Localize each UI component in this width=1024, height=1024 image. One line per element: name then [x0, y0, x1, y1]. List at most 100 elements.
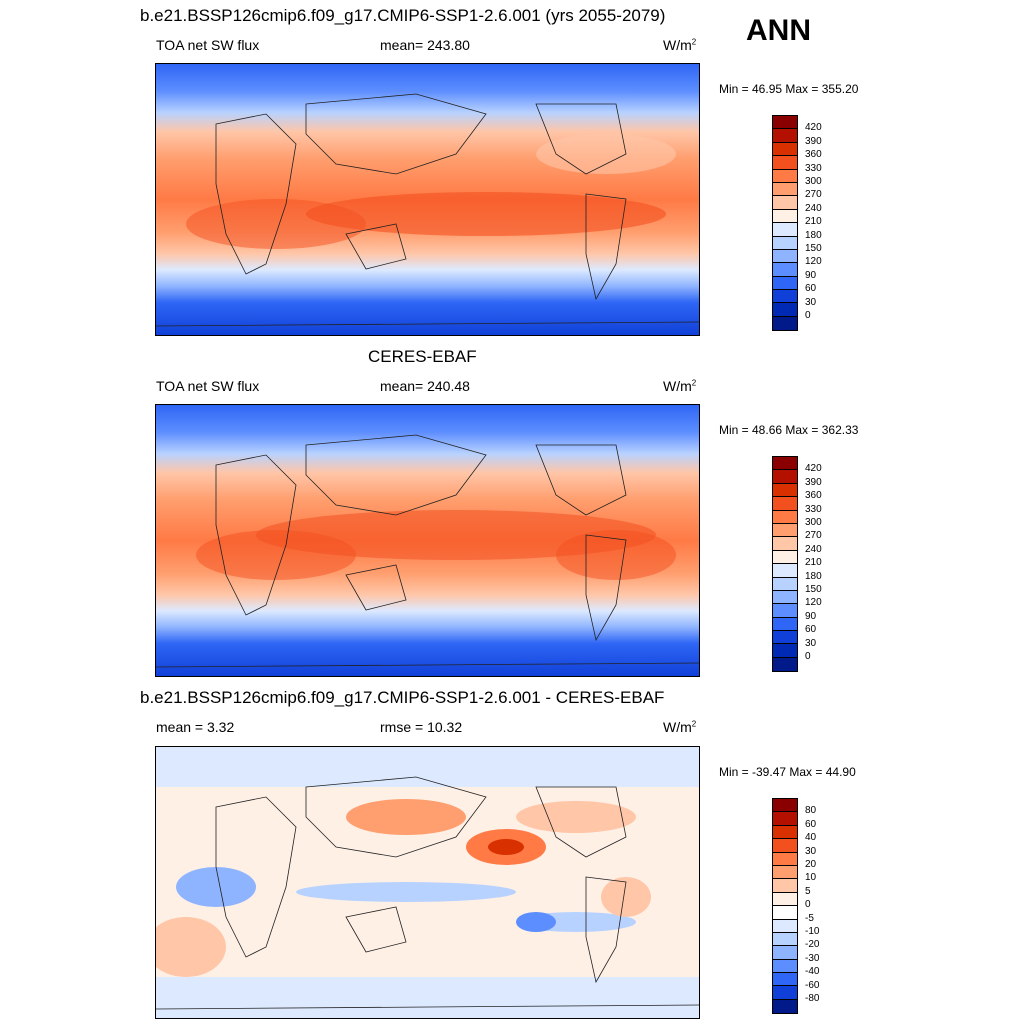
panel3-minmax: Min = -39.47 Max = 44.90	[719, 765, 856, 779]
colorbar-box	[773, 263, 797, 277]
panel2-colorbar-boxes	[772, 456, 798, 673]
colorbar-tick-label: 60	[805, 624, 817, 636]
colorbar-box	[773, 644, 797, 658]
colorbar-box	[773, 973, 797, 987]
colorbar-tick-label: -5	[805, 912, 814, 924]
colorbar-tick-label: -60	[805, 979, 820, 991]
colorbar-box	[773, 303, 797, 317]
colorbar-box	[773, 483, 797, 498]
colorbar-box	[773, 316, 797, 331]
panel1-variable: TOA net SW flux	[156, 37, 260, 53]
colorbar-box	[773, 892, 797, 907]
colorbar-tick-label: 60	[805, 283, 817, 295]
colorbar-tick-label: 180	[805, 229, 822, 241]
colorbar-box	[773, 906, 797, 920]
panel2-mean: mean= 240.48	[380, 378, 470, 394]
panel1-colorbar-boxes	[772, 115, 798, 332]
colorbar-tick-label: 240	[805, 543, 822, 555]
colorbar-box	[773, 290, 797, 304]
colorbar-tick-label: 80	[805, 805, 817, 817]
colorbar-tick-label: 420	[805, 463, 822, 475]
colorbar-tick-label: 0	[805, 899, 811, 911]
colorbar-tick-label: 210	[805, 557, 822, 569]
colorbar-tick-label: 30	[805, 845, 817, 857]
panel1-units: W/m2	[663, 37, 697, 53]
colorbar-tick-label: 330	[805, 503, 822, 515]
colorbar-box	[773, 657, 797, 672]
colorbar-tick-label: 270	[805, 530, 822, 542]
panel1-map	[155, 63, 700, 336]
colorbar-box	[773, 209, 797, 224]
panel2-map	[155, 404, 700, 677]
colorbar-tick-label: 40	[805, 832, 817, 844]
colorbar-box	[773, 249, 797, 264]
colorbar-tick-label: 90	[805, 269, 817, 281]
panel3-units: W/m2	[663, 719, 697, 735]
colorbar-box	[773, 156, 797, 170]
colorbar-box	[773, 999, 797, 1014]
colorbar-box	[773, 182, 797, 197]
colorbar-box	[773, 839, 797, 853]
colorbar-tick-label: 30	[805, 296, 817, 308]
colorbar-box	[773, 116, 797, 130]
panel1-map-graphic	[156, 64, 699, 335]
colorbar-tick-label: 300	[805, 517, 822, 528]
colorbar-box	[773, 631, 797, 645]
panel1-mean: mean= 243.80	[380, 37, 470, 53]
panel1-colorbar: 420 390 360 330 300 270 240 210 180 150 120 90 60 30 0	[772, 115, 852, 332]
colorbar-box	[773, 946, 797, 960]
colorbar-box	[773, 129, 797, 143]
colorbar-box	[773, 537, 797, 551]
colorbar-tick-label: 0	[805, 651, 811, 662]
colorbar-tick-label: 420	[805, 122, 822, 134]
colorbar-tick-label: 90	[805, 610, 817, 622]
colorbar-tick-label: 150	[805, 584, 822, 595]
colorbar-box	[773, 825, 797, 840]
panel1-title: b.e21.BSSP126cmip6.f09_g17.CMIP6-SSP1-2.…	[140, 6, 666, 25]
colorbar-tick-label: 60	[805, 818, 817, 830]
colorbar-tick-label: 150	[805, 243, 822, 254]
season-label: ANN	[746, 14, 811, 47]
colorbar-tick-label: 330	[805, 162, 822, 174]
colorbar-box	[773, 276, 797, 291]
colorbar-tick-label: 10	[805, 872, 817, 884]
colorbar-box	[773, 510, 797, 524]
colorbar-box	[773, 169, 797, 183]
panel2-units: W/m2	[663, 378, 697, 394]
panel2-title: CERES-EBAF	[368, 347, 477, 366]
panel2-map-graphic	[156, 405, 699, 676]
colorbar-box	[773, 550, 797, 565]
panel3-map-graphic	[156, 747, 699, 1018]
colorbar-box	[773, 919, 797, 933]
colorbar-box	[773, 577, 797, 591]
colorbar-tick-label: -40	[805, 966, 820, 978]
colorbar-box	[773, 932, 797, 947]
colorbar-tick-label: 270	[805, 189, 822, 201]
colorbar-tick-label: 20	[805, 859, 817, 870]
colorbar-tick-label: 120	[805, 597, 822, 609]
colorbar-tick-label: -10	[805, 926, 820, 937]
panel3-mean: mean = 3.32	[156, 719, 235, 735]
panel3-colorbar: 80 60 40 30 20 10 5 0 -5 -10 -20 -30 -40 -60 -80	[772, 798, 852, 1015]
colorbar-tick-label: -80	[805, 993, 820, 1004]
colorbar-box	[773, 196, 797, 210]
colorbar-tick-label: 210	[805, 216, 822, 228]
colorbar-box	[773, 457, 797, 471]
colorbar-tick-label: 360	[805, 490, 822, 502]
panel3-colorbar-boxes	[772, 798, 798, 1015]
colorbar-box	[773, 470, 797, 484]
colorbar-box	[773, 590, 797, 605]
panel2-variable: TOA net SW flux	[156, 378, 260, 394]
colorbar-box	[773, 986, 797, 1000]
colorbar-tick-label: 120	[805, 256, 822, 268]
colorbar-box	[773, 497, 797, 511]
panel3-map	[155, 746, 700, 1019]
colorbar-tick-label: -30	[805, 952, 820, 964]
colorbar-tick-label: 360	[805, 149, 822, 161]
panel2-colorbar: 420 390 360 330 300 270 240 210 180 150 120 90 60 30 0	[772, 456, 852, 673]
colorbar-box	[773, 223, 797, 237]
panel2-minmax: Min = 48.66 Max = 362.33	[719, 423, 859, 437]
colorbar-tick-label: 390	[805, 476, 822, 488]
colorbar-box	[773, 879, 797, 893]
panel3-title: b.e21.BSSP126cmip6.f09_g17.CMIP6-SSP1-2.…	[140, 688, 665, 707]
